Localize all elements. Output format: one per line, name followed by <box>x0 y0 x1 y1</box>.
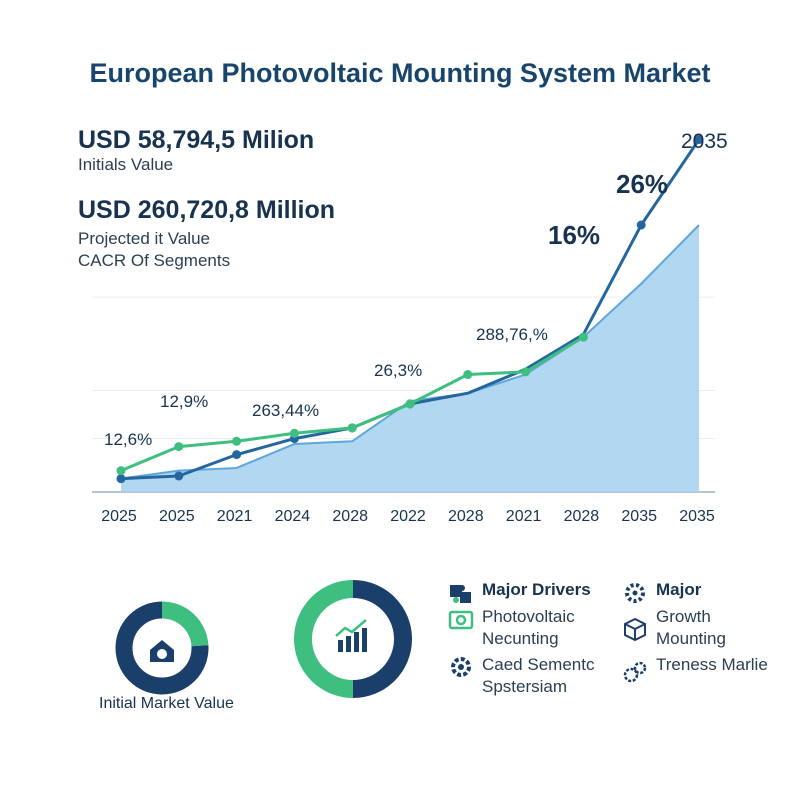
bar-chart-growth-icon-bar <box>338 640 343 652</box>
x-tick-label: 2028 <box>564 508 600 525</box>
series-0-point-8 <box>578 332 588 342</box>
series-0-point-1 <box>174 442 184 452</box>
x-tick-label: 2021 <box>217 508 253 525</box>
data-label: 2035 <box>681 130 728 153</box>
bar-chart-growth-icon-arrow <box>335 619 367 637</box>
series-1-point-10 <box>694 135 704 145</box>
series-0-point-0 <box>116 466 126 476</box>
initial-value: USD 58,794,5 Milion <box>78 126 315 154</box>
legend-col1-title: Major Drivers <box>482 580 591 599</box>
donut-1-segment-1 <box>294 580 412 698</box>
donut-caption: Initial Market Value <box>99 695 234 712</box>
series-0-point-3 <box>289 428 299 438</box>
data-label: 16% <box>548 220 600 250</box>
series-1-point-1 <box>174 471 184 481</box>
bar-chart-growth-icon-bar <box>346 636 351 652</box>
donut-0-segment-1 <box>115 601 209 695</box>
legend-item-trends: Treness Marlie <box>622 654 772 686</box>
series-1-point-2 <box>232 450 242 460</box>
series-1-point-9 <box>636 220 646 230</box>
x-tick-label: 2022 <box>390 508 426 525</box>
legend-col2-item1-label: Growth Mounting <box>656 607 726 648</box>
solar-panel-icon <box>448 610 474 630</box>
gears-icon <box>623 661 647 683</box>
x-tick-label: 2025 <box>101 508 137 525</box>
legend-item-photovoltaic: Photovoltaic Necunting <box>448 606 608 650</box>
data-label: 263,44% <box>252 401 319 420</box>
data-label: 26% <box>616 169 668 199</box>
x-tick-label: 2028 <box>332 508 368 525</box>
x-tick-label: 2035 <box>679 508 715 525</box>
series-0-point-6 <box>463 370 473 380</box>
x-tick-label: 2028 <box>448 508 484 525</box>
puzzle-icon <box>450 585 471 603</box>
data-label: 288,76,% <box>476 325 548 344</box>
legend-item-segment: Caed Sementc Spstersiam <box>448 654 608 698</box>
legend-col2-item2-label: Treness Marlie <box>656 655 768 674</box>
series-0-point-5 <box>405 399 415 409</box>
bar-chart-growth-icon-bar <box>354 632 359 652</box>
legend-col1-item2-label: Caed Sementc Spstersiam <box>482 655 595 696</box>
initial-label: Initials Value <box>78 155 174 174</box>
cube-icon <box>624 617 646 642</box>
legend-col2-title-row: Major <box>622 580 701 606</box>
projected-label: Projected it Value <box>78 229 210 248</box>
bar-chart-growth-icon-bar <box>362 628 367 652</box>
x-tick-label: 2035 <box>621 508 657 525</box>
cagr-label: CACR Of Segments <box>78 251 231 270</box>
legend-col1-item1-label: Photovoltaic Necunting <box>482 607 575 648</box>
page-title: European Photovoltaic Mounting System Ma… <box>89 58 711 88</box>
series-1-point-0 <box>116 474 126 484</box>
gears-icon <box>625 583 645 603</box>
series-0-point-7 <box>521 367 531 377</box>
x-tick-label: 2021 <box>506 508 542 525</box>
euro-house-icon-coin <box>157 649 167 659</box>
x-tick-label: 2025 <box>159 508 195 525</box>
x-tick-label: 2024 <box>275 508 311 525</box>
legend-col2-title: Major <box>656 580 702 599</box>
data-label: 26,3% <box>374 361 422 380</box>
series-0-point-4 <box>347 423 357 433</box>
series-0-point-2 <box>232 436 242 446</box>
data-label: 12,6% <box>104 430 152 449</box>
legend-col1-title-row: Major Drivers <box>448 580 591 606</box>
projected-value: USD 260,720,8 Million <box>78 196 336 224</box>
data-label: 12,9% <box>160 392 208 411</box>
projected-value-block: USD 260,720,8 Million Projected it Value… <box>78 196 335 271</box>
area-series <box>121 225 699 492</box>
initial-value-block: USD 58,794,5 Milion Initials Value <box>78 126 314 175</box>
gear-icon <box>451 657 471 677</box>
legend-item-growth: Growth Mounting <box>622 606 772 650</box>
